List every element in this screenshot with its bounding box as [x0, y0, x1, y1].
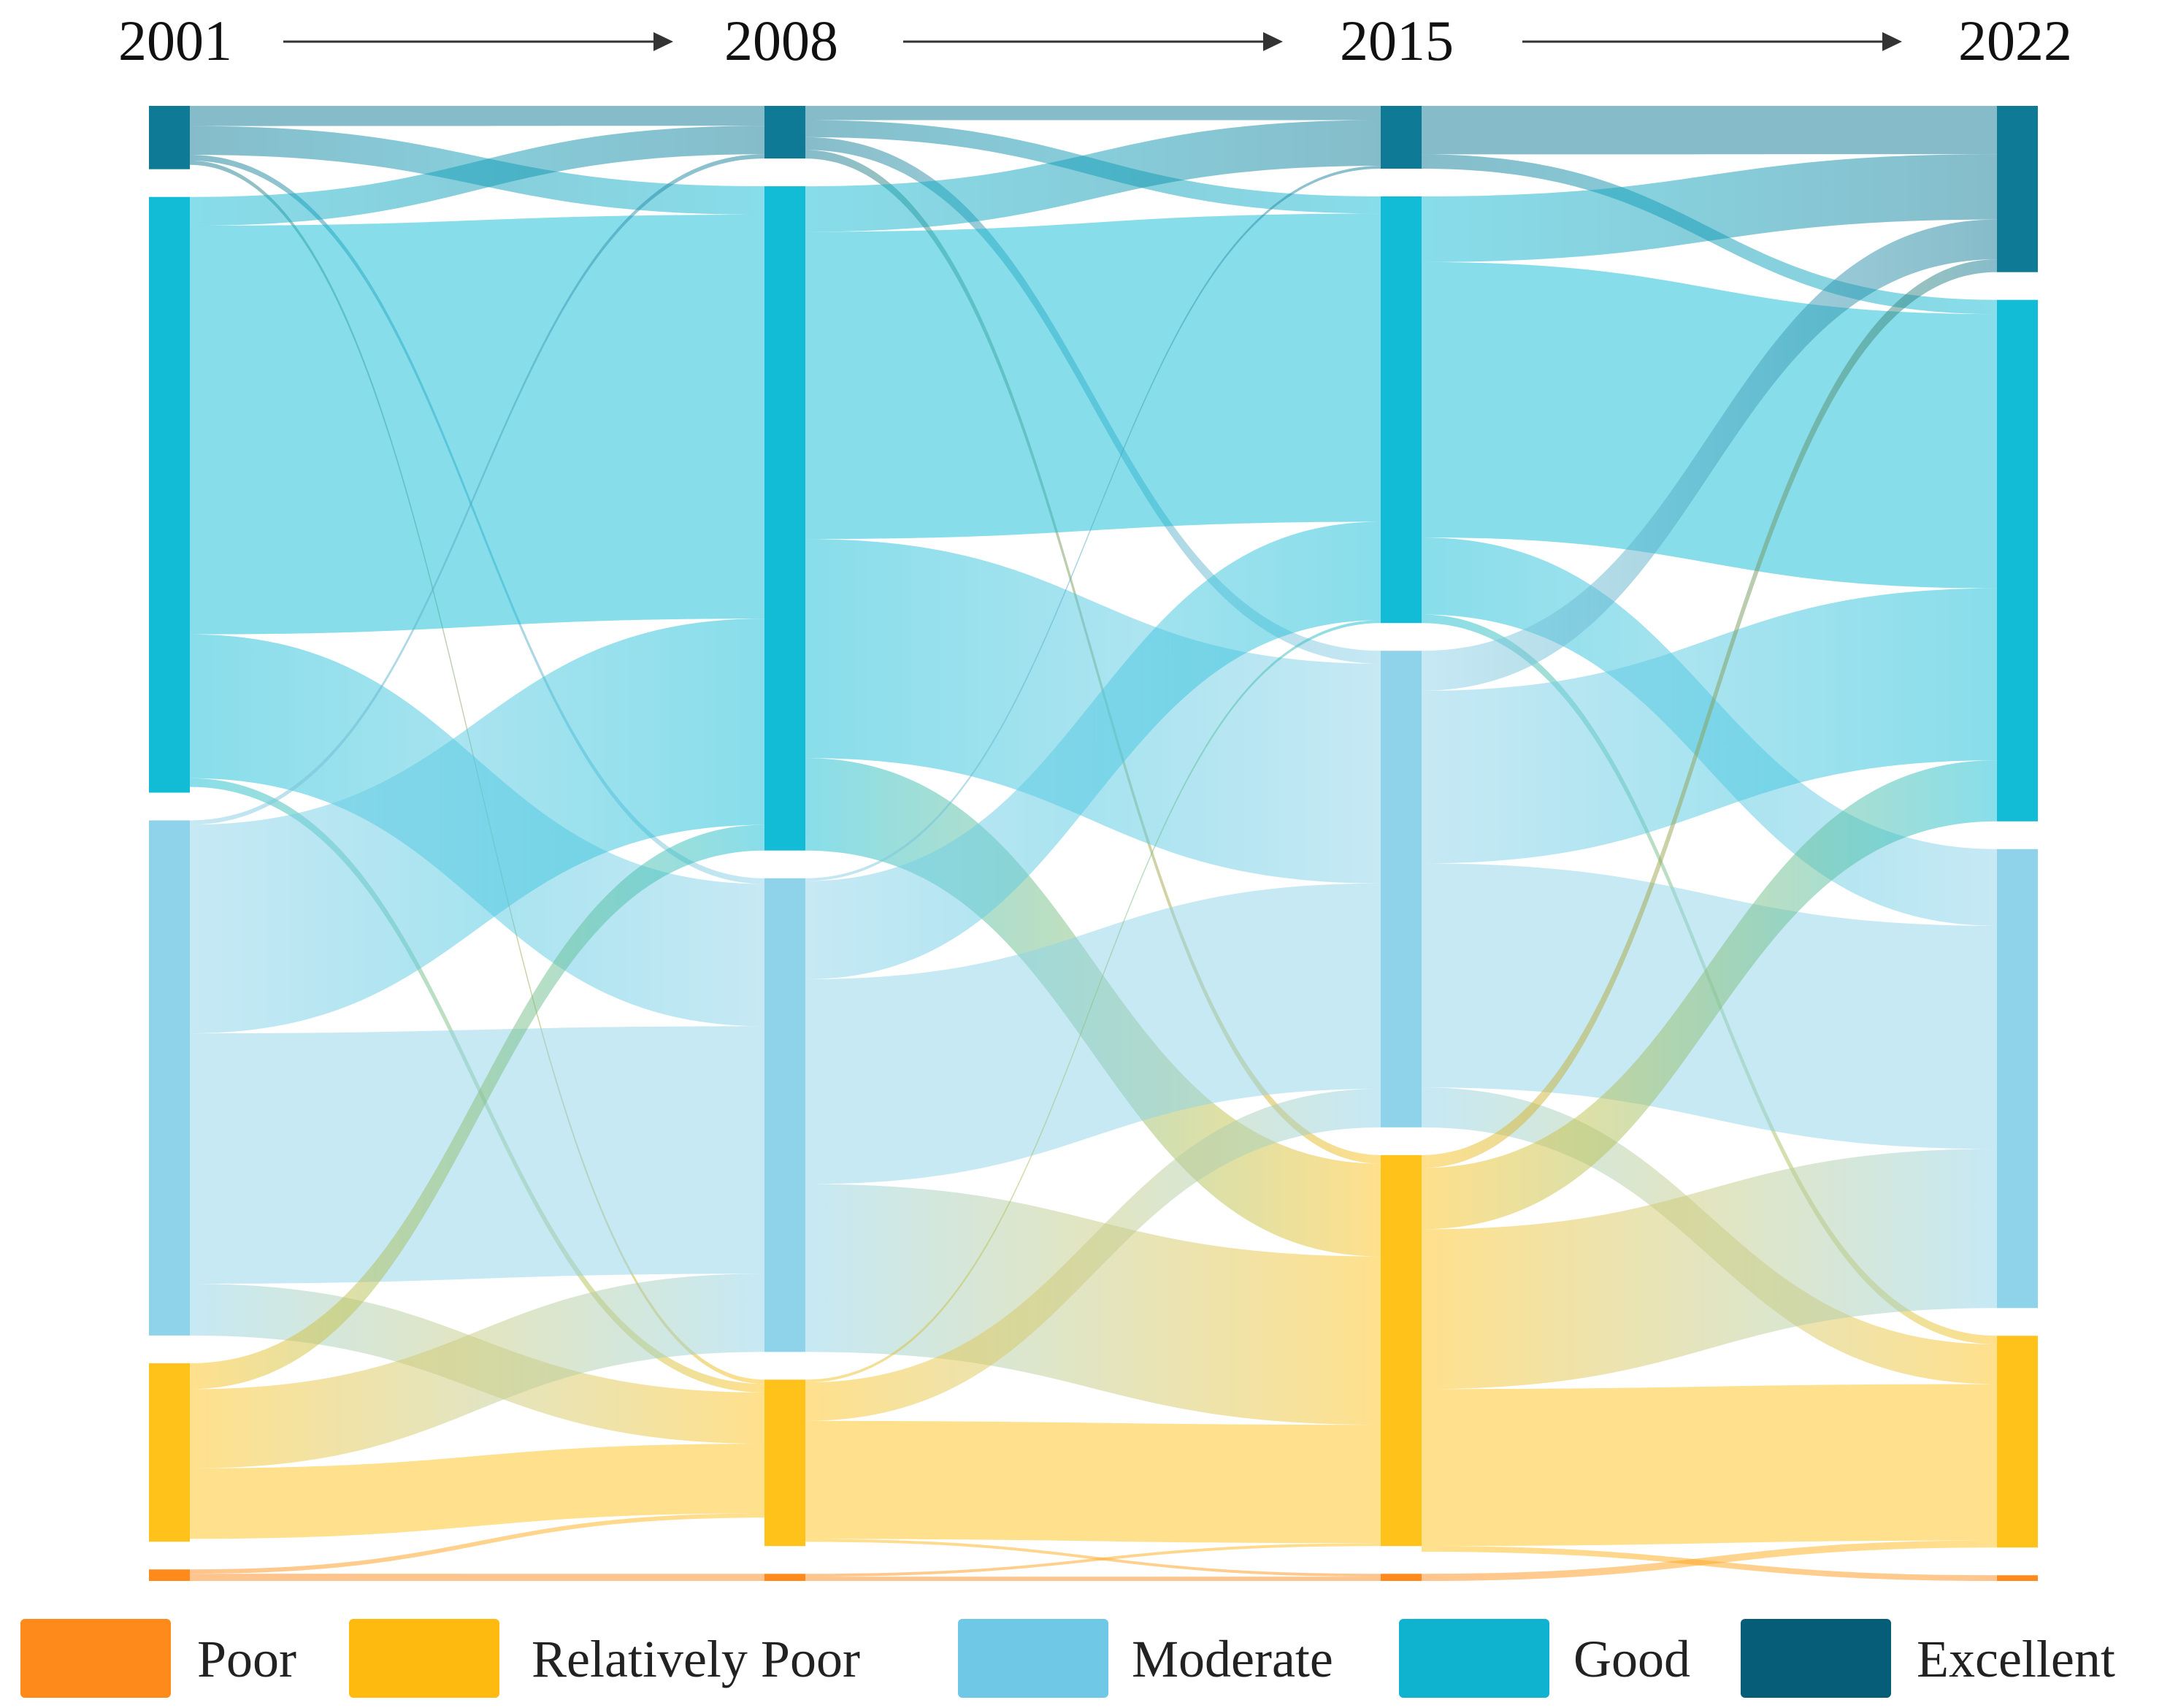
- legend-item-good: Good: [1399, 1619, 1690, 1698]
- flow-2001-2008-good-to-excellent: [190, 126, 764, 226]
- flow-2001-2008-relatively_poor-to-relatively_poor: [190, 1444, 764, 1539]
- node-2022-moderate: [1997, 849, 2038, 1309]
- legend-swatch-excellent: [1741, 1619, 1891, 1698]
- flow-2015-2022-poor-to-relatively_poor: [1422, 1540, 1997, 1581]
- node-2008-excellent: [764, 106, 805, 159]
- legend-swatch-good: [1399, 1619, 1549, 1698]
- flow-2015-2022-moderate-to-excellent: [1422, 219, 1997, 691]
- flow-2001-2008-relatively_poor-to-good: [190, 824, 764, 1390]
- node-2015-poor: [1381, 1574, 1422, 1581]
- flow-2015-2022-relatively_poor-to-moderate: [1422, 1149, 1997, 1390]
- legend-item-moderate: Moderate: [958, 1619, 1333, 1698]
- node-2001-poor: [149, 1569, 190, 1581]
- node-2008-relatively_poor: [764, 1379, 805, 1547]
- node-2022-excellent: [1997, 106, 2038, 272]
- legend-label-poor: Poor: [197, 1630, 296, 1688]
- flow-2015-2022-good-to-excellent: [1422, 154, 1997, 262]
- legend-swatch-poor: [20, 1619, 171, 1698]
- legend-item-relatively-poor: Relatively Poor: [349, 1619, 860, 1698]
- node-2001-moderate: [149, 820, 190, 1336]
- flow-2008-2015-relatively_poor-to-moderate: [805, 1089, 1381, 1421]
- node-2008-poor: [764, 1574, 805, 1581]
- flow-2008-2015-good-to-good: [805, 213, 1381, 540]
- flow-2001-2008-moderate-to-excellent: [190, 154, 764, 825]
- year-arrow-1: [283, 32, 673, 51]
- flow-2008-2015-moderate-to-moderate: [805, 883, 1381, 1184]
- flow-links: [190, 106, 1997, 1581]
- legend-label-excellent: Excellent: [1917, 1630, 2115, 1688]
- year-label-2022: 2022: [1958, 9, 2072, 72]
- flow-2015-2022-relatively_poor-to-excellent: [1422, 259, 1997, 1168]
- legend-swatch-moderate: [958, 1619, 1108, 1698]
- flow-2001-2008-relatively_poor-to-moderate: [190, 1274, 764, 1468]
- flow-2015-2022-moderate-to-good: [1422, 588, 1997, 864]
- flow-2008-2015-poor-to-poor: [805, 1577, 1381, 1581]
- node-2015-excellent: [1381, 106, 1422, 169]
- flow-2001-2008-poor-to-relatively_poor: [190, 1513, 764, 1574]
- node-2022-poor: [1997, 1575, 2038, 1581]
- flow-2001-2008-moderate-to-good: [190, 619, 764, 1034]
- category-nodes: [149, 106, 2038, 1581]
- legend: Poor Relatively Poor Moderate Good Excel…: [20, 1619, 2115, 1698]
- flow-2015-2022-good-to-good: [1422, 261, 1997, 589]
- flow-2008-2015-relatively_poor-to-good: [805, 620, 1381, 1383]
- year-arrow-2: [903, 32, 1283, 51]
- node-2001-good: [149, 196, 190, 793]
- node-2022-relatively_poor: [1997, 1336, 2038, 1548]
- node-2022-good: [1997, 299, 2038, 822]
- flow-2008-2015-good-to-excellent: [805, 120, 1381, 232]
- legend-item-excellent: Excellent: [1741, 1619, 2115, 1698]
- node-2015-good: [1381, 196, 1422, 624]
- node-2015-relatively_poor: [1381, 1154, 1422, 1547]
- year-arrow-3: [1522, 32, 1902, 51]
- flow-2015-2022-excellent-to-excellent: [1422, 106, 1997, 155]
- flow-2008-2015-poor-to-relatively_poor: [805, 1543, 1381, 1577]
- flow-2001-2008-poor-to-poor: [190, 1574, 764, 1581]
- flow-2001-2008-good-to-good: [190, 215, 764, 635]
- legend-label-relatively-poor: Relatively Poor: [532, 1630, 860, 1688]
- year-label-2015: 2015: [1340, 9, 1454, 72]
- flow-2008-2015-excellent-to-excellent: [805, 106, 1381, 120]
- flow-2008-2015-moderate-to-good: [805, 521, 1381, 980]
- node-2015-moderate: [1381, 651, 1422, 1127]
- node-2008-moderate: [764, 878, 805, 1352]
- flow-2015-2022-relatively_poor-to-good: [1422, 760, 1997, 1230]
- year-label-2008: 2008: [724, 9, 838, 72]
- flow-2008-2015-relatively_poor-to-relatively_poor: [805, 1420, 1381, 1544]
- legend-label-good: Good: [1573, 1630, 1690, 1688]
- legend-item-poor: Poor: [20, 1619, 296, 1698]
- flow-2001-2008-excellent-to-excellent: [190, 106, 764, 126]
- year-label-2001: 2001: [118, 9, 232, 72]
- flow-2008-2015-moderate-to-excellent: [805, 166, 1381, 881]
- legend-swatch-relatively-poor: [349, 1619, 499, 1698]
- node-2001-relatively_poor: [149, 1363, 190, 1542]
- node-2008-good: [764, 186, 805, 851]
- flow-2015-2022-relatively_poor-to-relatively_poor: [1422, 1384, 1997, 1547]
- legend-label-moderate: Moderate: [1132, 1630, 1333, 1688]
- flow-2008-2015-relatively_poor-to-poor: [805, 1539, 1381, 1577]
- node-2001-excellent: [149, 106, 190, 169]
- flow-2008-2015-moderate-to-relatively_poor: [805, 1184, 1381, 1425]
- flow-2001-2008-moderate-to-moderate: [190, 1026, 764, 1284]
